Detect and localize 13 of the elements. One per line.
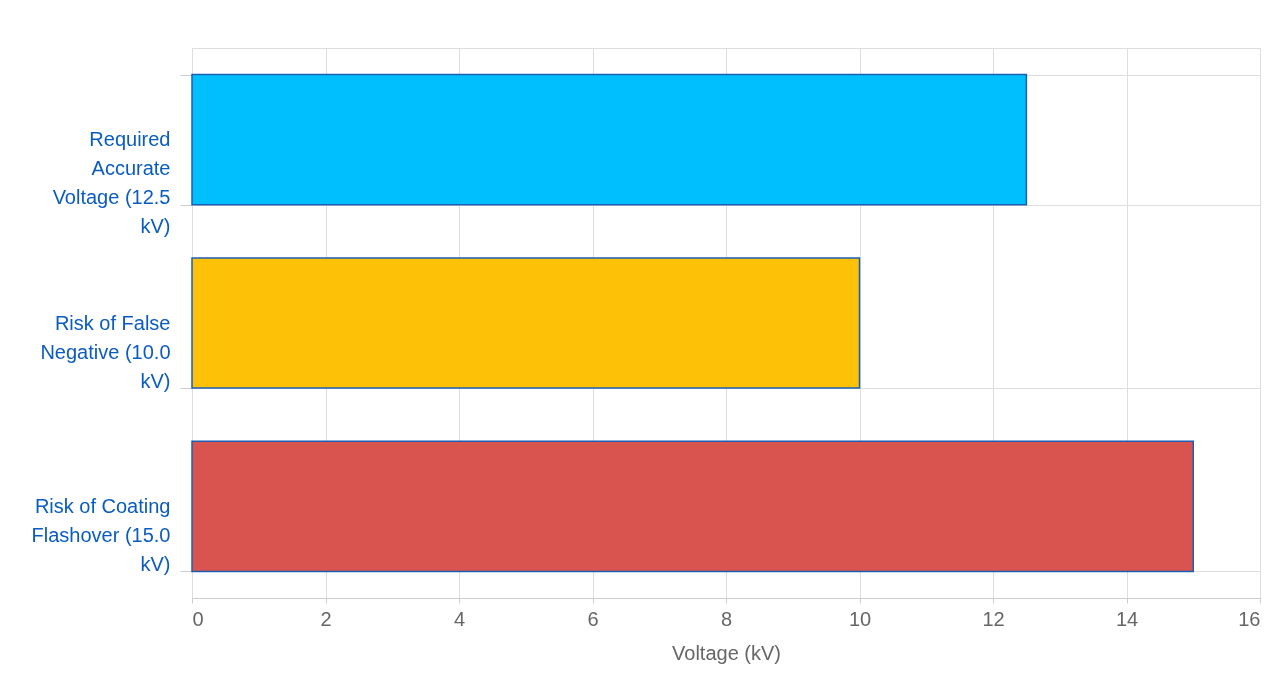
x-tick-label: 14: [1115, 607, 1139, 630]
y-tick-label: Risk of False Negative (10.0 kV): [40, 311, 171, 392]
x-tick-label: 6: [587, 607, 599, 630]
x-tick-label: 2: [320, 607, 332, 630]
y-tick-label: Risk of Coating Flashover (15.0 kV): [31, 494, 171, 575]
x-tick-label: 12: [982, 607, 1005, 630]
x-tick-label: 4: [453, 607, 466, 630]
x-tick-label: 8: [720, 607, 733, 630]
x-tick-label: 0: [192, 607, 204, 630]
x-axis-title: Voltage (kV): [672, 641, 781, 664]
x-tick-label: 10: [848, 607, 872, 630]
y-tick-label: Required Accurate Voltage (12.5 kV): [52, 128, 171, 238]
x-tick-label: 16: [1238, 607, 1261, 630]
